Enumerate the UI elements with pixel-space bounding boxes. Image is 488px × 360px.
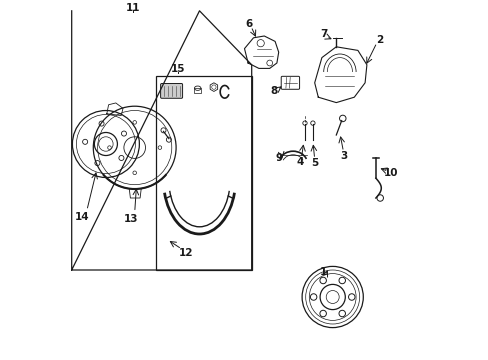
Text: 2: 2 [375, 35, 382, 45]
Text: 6: 6 [244, 19, 252, 29]
Text: 12: 12 [179, 248, 193, 258]
Text: 10: 10 [384, 168, 398, 178]
Text: 1: 1 [320, 267, 326, 277]
Text: 5: 5 [310, 158, 318, 168]
Bar [156, 76, 251, 270]
Text: 15: 15 [170, 64, 185, 74]
Text: 13: 13 [123, 214, 138, 224]
FancyBboxPatch shape [160, 84, 182, 98]
Text: 4: 4 [296, 157, 304, 167]
Bar [194, 88, 201, 93]
Text: 3: 3 [339, 150, 346, 161]
Text: 9: 9 [275, 153, 282, 163]
Text: 11: 11 [125, 3, 140, 13]
Text: 7: 7 [319, 29, 327, 39]
Text: 8: 8 [270, 86, 278, 96]
Text: 14: 14 [74, 212, 89, 222]
